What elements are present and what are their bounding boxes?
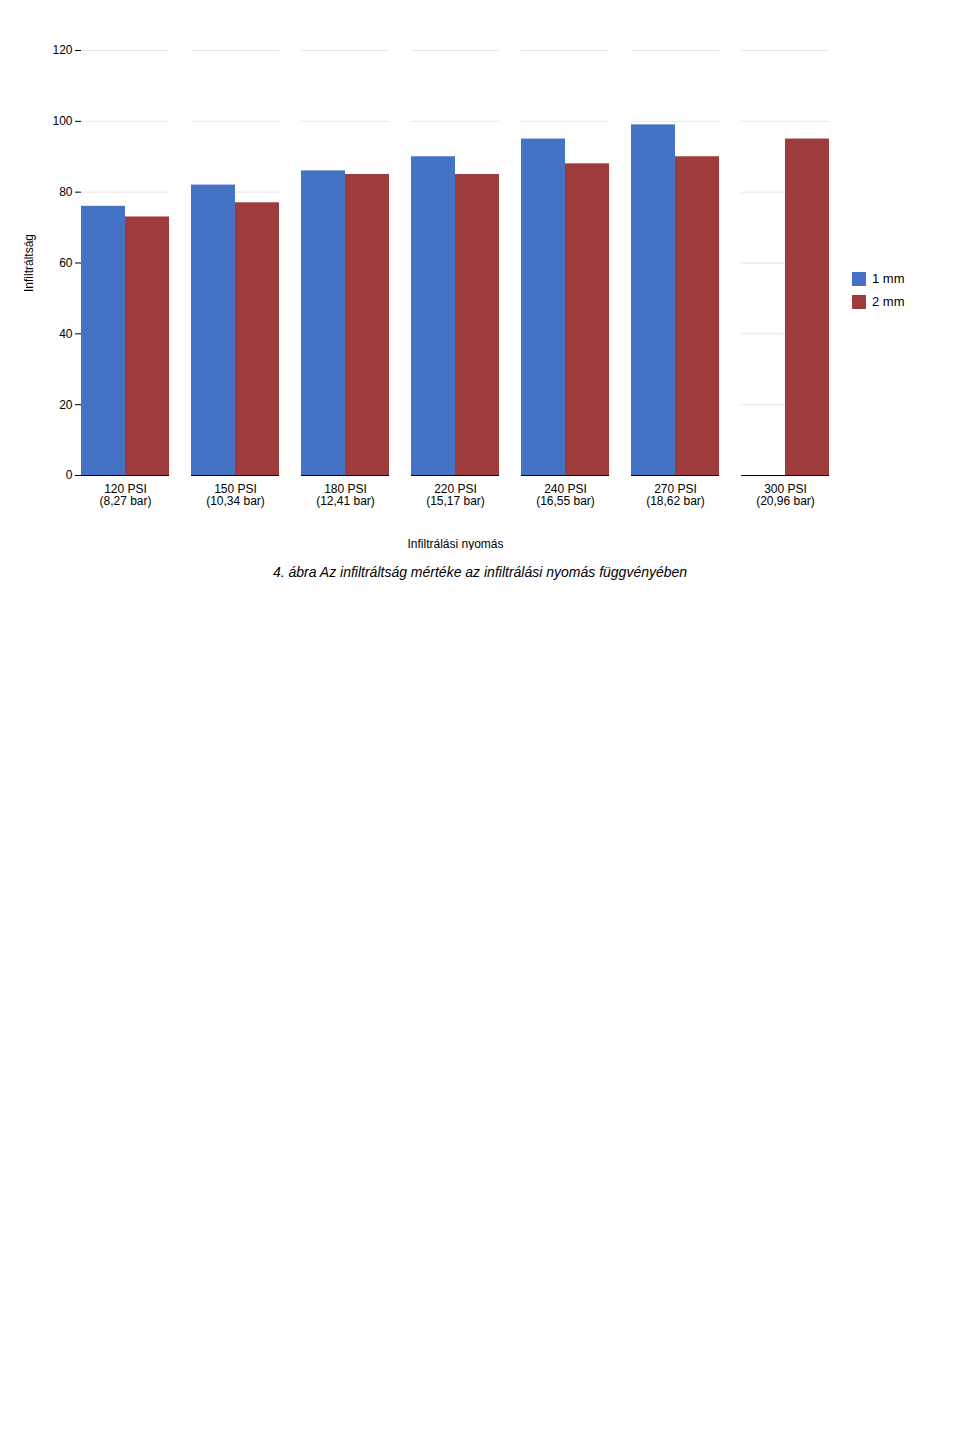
svg-text:20: 20 [59, 398, 73, 412]
html-text:2 mm: 2 mm [872, 294, 905, 309]
svg-text:40: 40 [59, 327, 73, 341]
svg-text:300 PSI(20,96 bar): 300 PSI(20,96 bar) [756, 482, 815, 508]
svg-text:80: 80 [59, 185, 73, 199]
svg-text:60: 60 [59, 256, 73, 270]
svg-text:220 PSI(15,17 bar): 220 PSI(15,17 bar) [426, 482, 485, 508]
svg-text:270 PSI(18,62 bar): 270 PSI(18,62 bar) [646, 482, 705, 508]
svg-text:Infiltrálási nyomás: Infiltrálási nyomás [407, 537, 503, 551]
svg-text:240 PSI(16,55 bar): 240 PSI(16,55 bar) [536, 482, 595, 508]
svg-text:120: 120 [52, 43, 72, 57]
svg-text:120 PSI(8,27 bar): 120 PSI(8,27 bar) [99, 482, 151, 508]
svg-text:100: 100 [52, 114, 72, 128]
svg-text:180 PSI(12,41 bar): 180 PSI(12,41 bar) [316, 482, 375, 508]
svg-text:150 PSI(10,34 bar): 150 PSI(10,34 bar) [206, 482, 265, 508]
svg-text:Infiltráltság: Infiltráltság [22, 234, 36, 292]
html-text:1 mm: 1 mm [872, 271, 905, 286]
svg-text:0: 0 [66, 468, 73, 482]
html-text:4. ábra Az infiltráltság mérté: 4. ábra Az infiltráltság mértéke az infi… [272, 564, 688, 580]
